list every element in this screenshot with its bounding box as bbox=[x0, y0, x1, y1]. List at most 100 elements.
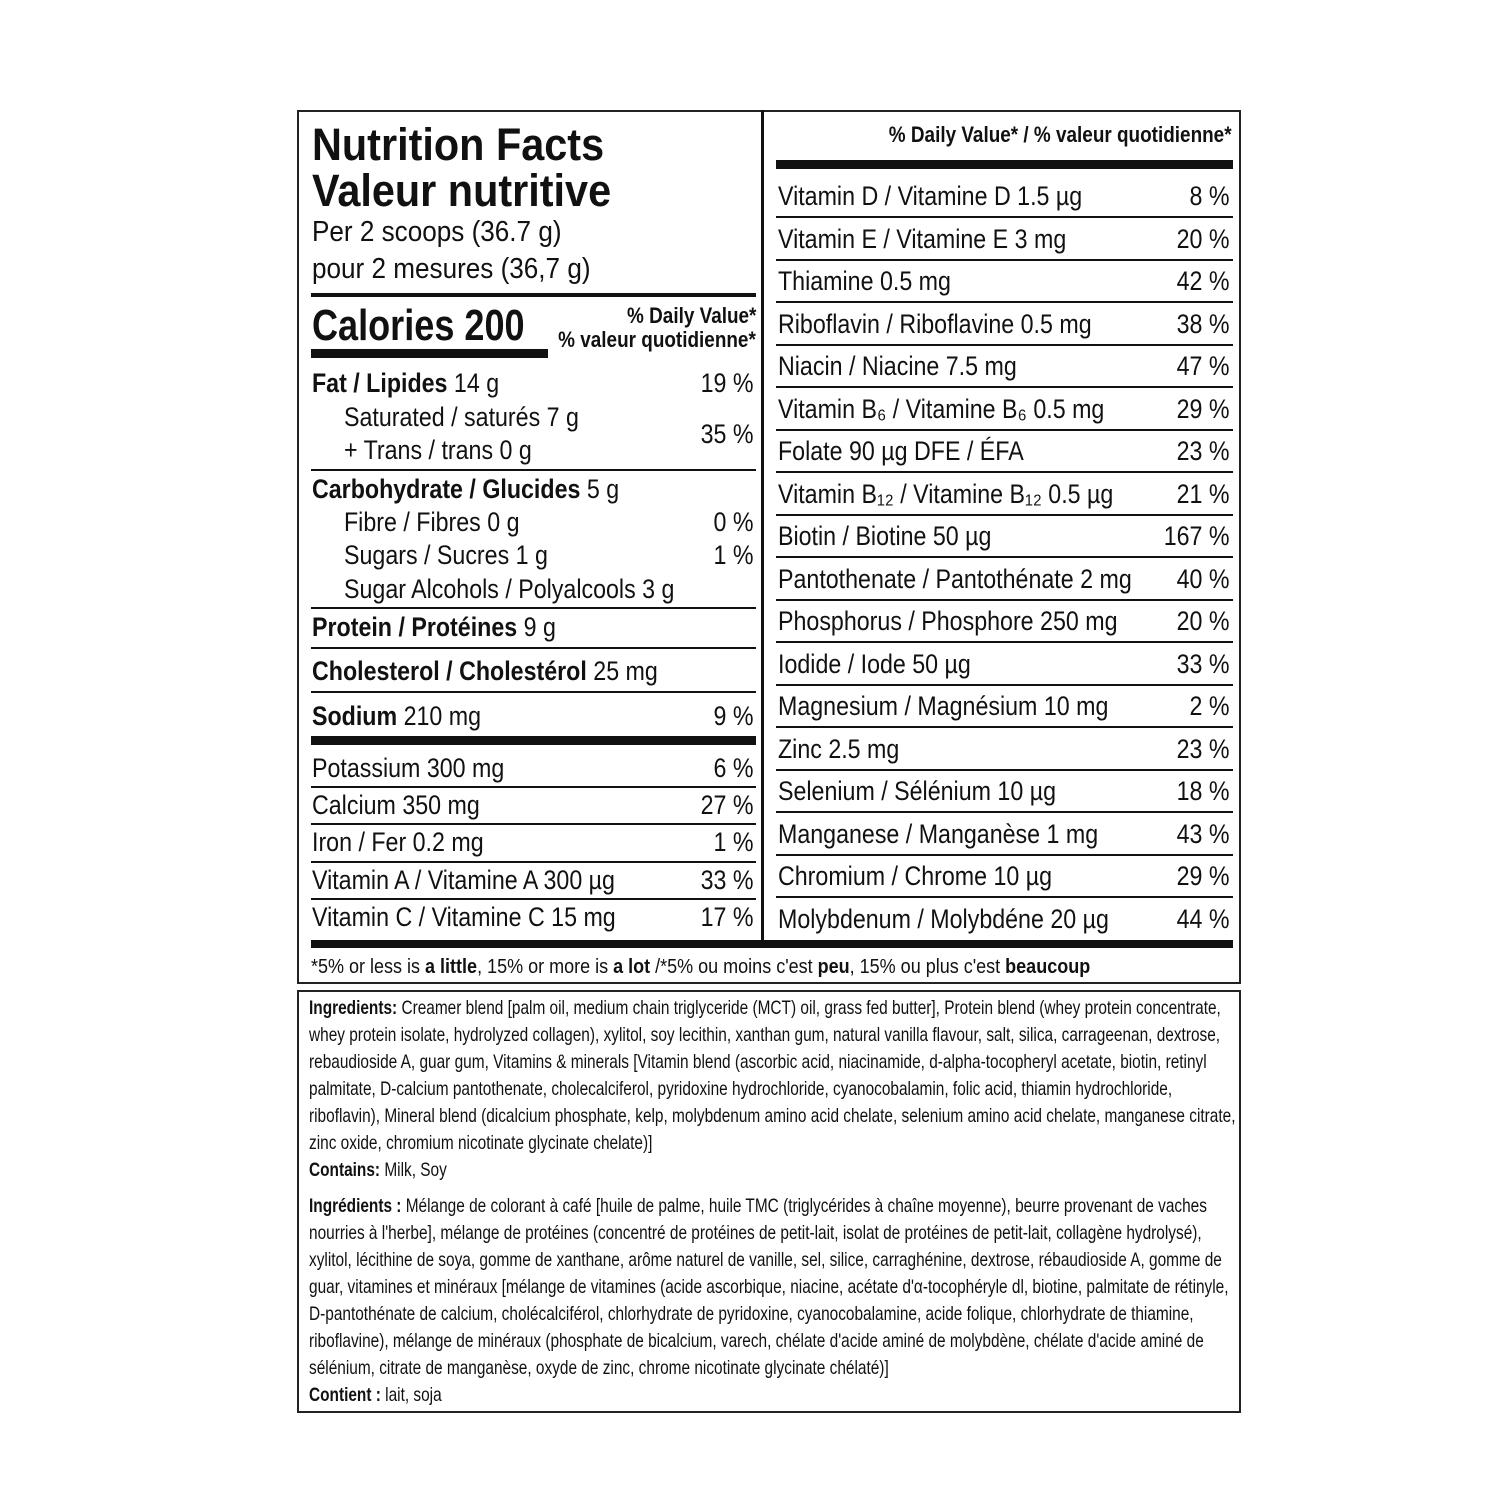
divider bbox=[776, 768, 1233, 771]
nutrient-row: Zinc 2.5 mg bbox=[778, 733, 900, 764]
nutrient-row: Molybdenum / Molybdéne 20 µg bbox=[778, 903, 1109, 934]
divider bbox=[776, 513, 1233, 516]
nutrient-name: Sodium bbox=[312, 701, 398, 731]
nutrient-amount: Calcium 350 mg bbox=[312, 790, 480, 820]
nutrient-amount: Vitamin A / Vitamine A 300 µg bbox=[312, 865, 615, 895]
divider bbox=[311, 293, 756, 297]
divider bbox=[776, 471, 1233, 473]
divider bbox=[776, 598, 1233, 601]
daily-value: 6 % bbox=[713, 753, 754, 783]
daily-value: 2 % bbox=[1189, 691, 1230, 721]
nutrient-row: Sugars / Sucres 1 g bbox=[344, 539, 581, 571]
nutrient-amount: 9 g bbox=[517, 612, 556, 642]
daily-value: 29 % bbox=[1177, 393, 1230, 424]
nutrient-row: Magnesium / Magnésium 10 mg bbox=[778, 691, 1109, 721]
nutrient-row: Biotin / Biotine 50 µg bbox=[778, 521, 992, 551]
nutrient-row: Potassium 300 mg bbox=[312, 752, 536, 784]
divider bbox=[776, 386, 1233, 388]
nutrient-row: Selenium / Sélénium 10 µg bbox=[778, 776, 1056, 806]
nutrient-amount: Sugars / Sucres 1 g bbox=[344, 540, 548, 570]
nutrient-name: Carbohydrate / Glucides bbox=[312, 474, 581, 504]
divider bbox=[311, 469, 756, 471]
nutrient-amount: 25 mg bbox=[586, 656, 658, 686]
right-header-bar bbox=[776, 160, 1233, 169]
divider bbox=[311, 861, 756, 863]
daily-value: 20 % bbox=[1177, 606, 1230, 636]
nutrient-amount: Sugar Alcohols / Polyalcools 3 g bbox=[344, 574, 675, 604]
divider bbox=[776, 343, 1233, 346]
daily-value-header-en: % Daily Value* bbox=[626, 303, 756, 328]
daily-value: 1 % bbox=[713, 827, 754, 857]
nutrient-row: Vitamin E / Vitamine E 3 mg bbox=[778, 223, 1067, 254]
nutrient-amount: Vitamin C / Vitamine C 15 mg bbox=[312, 902, 616, 932]
nutrient-row: Sugar Alcohols / Polyalcools 3 g bbox=[344, 573, 728, 605]
nutrient-name: Cholesterol / Cholestérol bbox=[312, 656, 587, 686]
nutrient-name: Protein / Protéines bbox=[312, 612, 518, 642]
nutrient-row: Fibre / Fibres 0 g bbox=[344, 506, 548, 538]
ingredients-en: Ingredients: Creamer blend [palm oil, me… bbox=[309, 995, 1240, 1184]
nutrient-row: Thiamine 0.5 mg bbox=[778, 266, 951, 296]
footnote-part: a lot bbox=[613, 956, 651, 978]
daily-value: 38 % bbox=[1177, 308, 1230, 339]
nutrient-row: Vitamin B₁₂ / Vitamine B₁₂ 0.5 µg bbox=[778, 478, 1114, 509]
ingredients-fr: Ingrédients : Mélange de colorant à café… bbox=[309, 1193, 1240, 1409]
nutrient-row: Iron / Fer 0.2 mg bbox=[312, 826, 512, 858]
ingredients-label: Ingredients: bbox=[309, 997, 398, 1019]
divider bbox=[776, 896, 1233, 898]
nutrient-row: Carbohydrate / Glucides 5 g bbox=[312, 473, 669, 505]
nutrient-row: Riboflavin / Riboflavine 0.5 mg bbox=[778, 308, 1092, 339]
divider bbox=[311, 736, 756, 745]
divider bbox=[311, 691, 756, 693]
daily-value: 17 % bbox=[701, 902, 754, 932]
contains-label: Contains: bbox=[309, 1159, 381, 1181]
daily-value: 1 % bbox=[713, 540, 754, 570]
daily-value: 21 % bbox=[1177, 478, 1230, 509]
daily-value: 29 % bbox=[1177, 861, 1230, 891]
nutrient-row: Saturated / saturés 7 g bbox=[344, 401, 617, 433]
daily-value: 33 % bbox=[1177, 648, 1230, 679]
divider bbox=[776, 556, 1233, 558]
nutrient-row: Protein / Protéines 9 g bbox=[312, 611, 596, 643]
daily-value: 20 % bbox=[1177, 223, 1230, 254]
nutrient-row: Manganese / Manganèse 1 mg bbox=[778, 818, 1099, 849]
divider bbox=[776, 428, 1233, 431]
daily-value: 40 % bbox=[1177, 563, 1230, 594]
daily-value: 167 % bbox=[1164, 521, 1230, 551]
daily-value: 19 % bbox=[701, 368, 754, 398]
nutrient-amount: Saturated / saturés 7 g bbox=[344, 402, 579, 432]
bottom-bar bbox=[311, 940, 1233, 948]
divider bbox=[776, 301, 1233, 303]
nutrient-amount: Potassium 300 mg bbox=[312, 753, 505, 783]
divider bbox=[311, 898, 756, 900]
nutrient-row: Chromium / Chrome 10 µg bbox=[778, 861, 1053, 891]
contains-label-fr: Contient : bbox=[309, 1384, 381, 1406]
sat-trans-value: 35 % bbox=[701, 419, 754, 449]
right-daily-value-header: % Daily Value* / % valeur quotidienne* bbox=[889, 122, 1232, 147]
divider bbox=[776, 811, 1233, 813]
footnote-part: /*5% ou moins c'est bbox=[650, 956, 818, 978]
daily-value: 18 % bbox=[1177, 776, 1230, 806]
contains-text-fr: lait, soja bbox=[380, 1384, 442, 1406]
daily-value: 33 % bbox=[701, 865, 754, 895]
footnote-part: *5% or less is bbox=[311, 956, 426, 978]
calories: Calories 200 bbox=[312, 301, 525, 350]
nutrient-row: Cholesterol / Cholestérol 25 mg bbox=[312, 655, 714, 687]
nutrient-row: Vitamin C / Vitamine C 15 mg bbox=[312, 901, 665, 933]
serving-size-en: Per 2 scoops (36.7 g) bbox=[312, 216, 562, 248]
nutrient-row: Calcium 350 mg bbox=[312, 789, 507, 821]
nutrient-amount: 5 g bbox=[580, 474, 620, 504]
nutrient-row: Vitamin D / Vitamine D 1.5 µg bbox=[778, 181, 1083, 211]
title-fr: Valeur nutritive bbox=[312, 165, 612, 216]
footnote-part: beaucoup bbox=[1005, 956, 1091, 978]
nutrition-facts-table bbox=[297, 110, 1241, 984]
daily-value: 23 % bbox=[1177, 436, 1230, 466]
divider bbox=[776, 641, 1233, 643]
calories-bar bbox=[311, 349, 548, 358]
footnote-part: peu bbox=[817, 956, 850, 978]
nutrient-row: + Trans / trans 0 g bbox=[344, 434, 562, 466]
nutrient-row: Vitamin A / Vitamine A 300 µg bbox=[312, 864, 664, 896]
nutrient-amount: + Trans / trans 0 g bbox=[344, 435, 532, 465]
divider bbox=[311, 647, 756, 649]
divider bbox=[311, 823, 756, 825]
nutrient-row: Niacin / Niacine 7.5 mg bbox=[778, 351, 1017, 381]
